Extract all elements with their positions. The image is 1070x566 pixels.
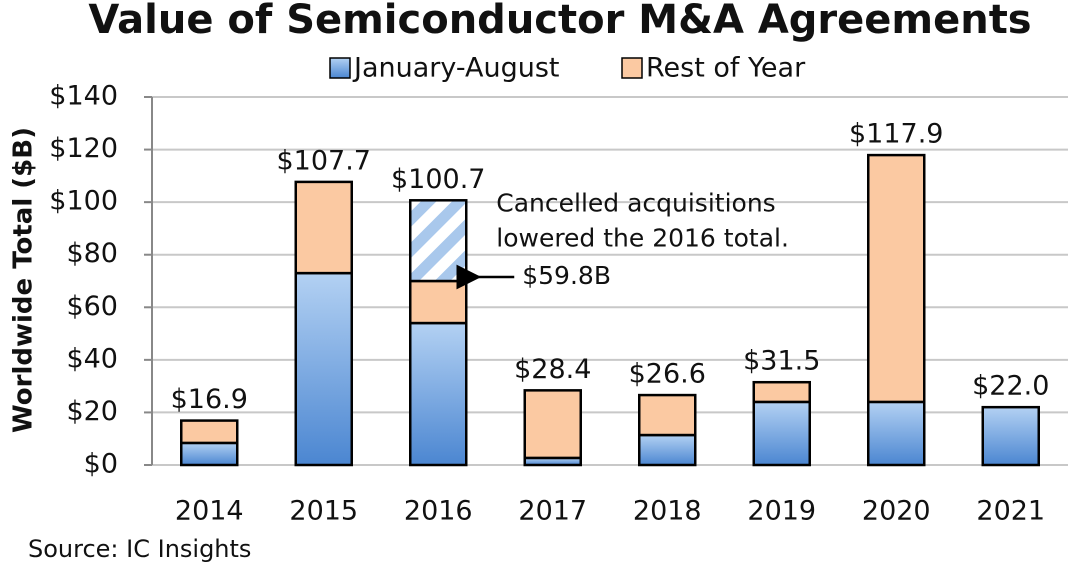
x-tick-label: 2017 <box>518 496 587 527</box>
bar-segment <box>638 433 697 467</box>
legend-label: January-August <box>352 53 560 84</box>
bar-segment <box>180 441 239 467</box>
x-tick-label: 2016 <box>404 496 473 527</box>
bar-segment <box>523 389 582 460</box>
source-note: Source: IC Insights <box>28 535 251 563</box>
chart-title: Value of Semiconductor M&A Agreements <box>88 0 1031 43</box>
legend-swatch <box>329 57 351 79</box>
total-label: $31.5 <box>743 346 820 377</box>
total-label: $16.9 <box>171 384 248 415</box>
y-tick-label: $140 <box>49 81 118 112</box>
annotation: lowered the 2016 total. <box>496 223 789 252</box>
x-tick-label: 2015 <box>289 496 358 527</box>
total-label: $107.7 <box>277 145 371 176</box>
total-label: $117.9 <box>849 119 943 150</box>
bar-segment <box>294 180 353 275</box>
bar-segment <box>638 393 697 437</box>
bar-segment <box>867 400 926 467</box>
total-label: $22.0 <box>972 371 1049 402</box>
y-tick-label: $80 <box>66 238 118 269</box>
total-label: $26.6 <box>629 359 706 390</box>
x-tick-label: 2019 <box>747 496 816 527</box>
bar-segment <box>752 400 811 467</box>
total-label: $28.4 <box>514 354 591 385</box>
bar-segment <box>294 271 353 467</box>
x-tick-label: 2014 <box>175 496 244 527</box>
bar-segment <box>409 279 468 325</box>
y-tick-label: $20 <box>66 396 118 427</box>
x-tick-label: 2020 <box>862 496 931 527</box>
total-label: $100.7 <box>391 164 485 195</box>
y-tick-label: $100 <box>49 186 118 217</box>
x-tick-label: 2018 <box>633 496 702 527</box>
y-tick-label: $40 <box>66 343 118 374</box>
cancelled-segment <box>409 199 468 283</box>
bar-segment <box>409 321 468 467</box>
y-axis-title: Worldwide Total ($B) <box>9 127 39 433</box>
bar-segment <box>867 153 926 404</box>
annotation: Cancelled acquisitions <box>496 188 775 217</box>
y-tick-label: $120 <box>49 133 118 164</box>
bar-segment <box>752 380 811 404</box>
arrow-label: $59.8B <box>522 261 611 290</box>
x-tick-label: 2021 <box>976 496 1045 527</box>
bar-segment <box>180 419 239 445</box>
legend-label: Rest of Year <box>646 53 806 84</box>
y-tick-label: $60 <box>66 291 118 322</box>
bar-segment <box>981 405 1040 467</box>
legend-swatch <box>621 57 643 79</box>
y-tick-label: $0 <box>84 449 118 480</box>
